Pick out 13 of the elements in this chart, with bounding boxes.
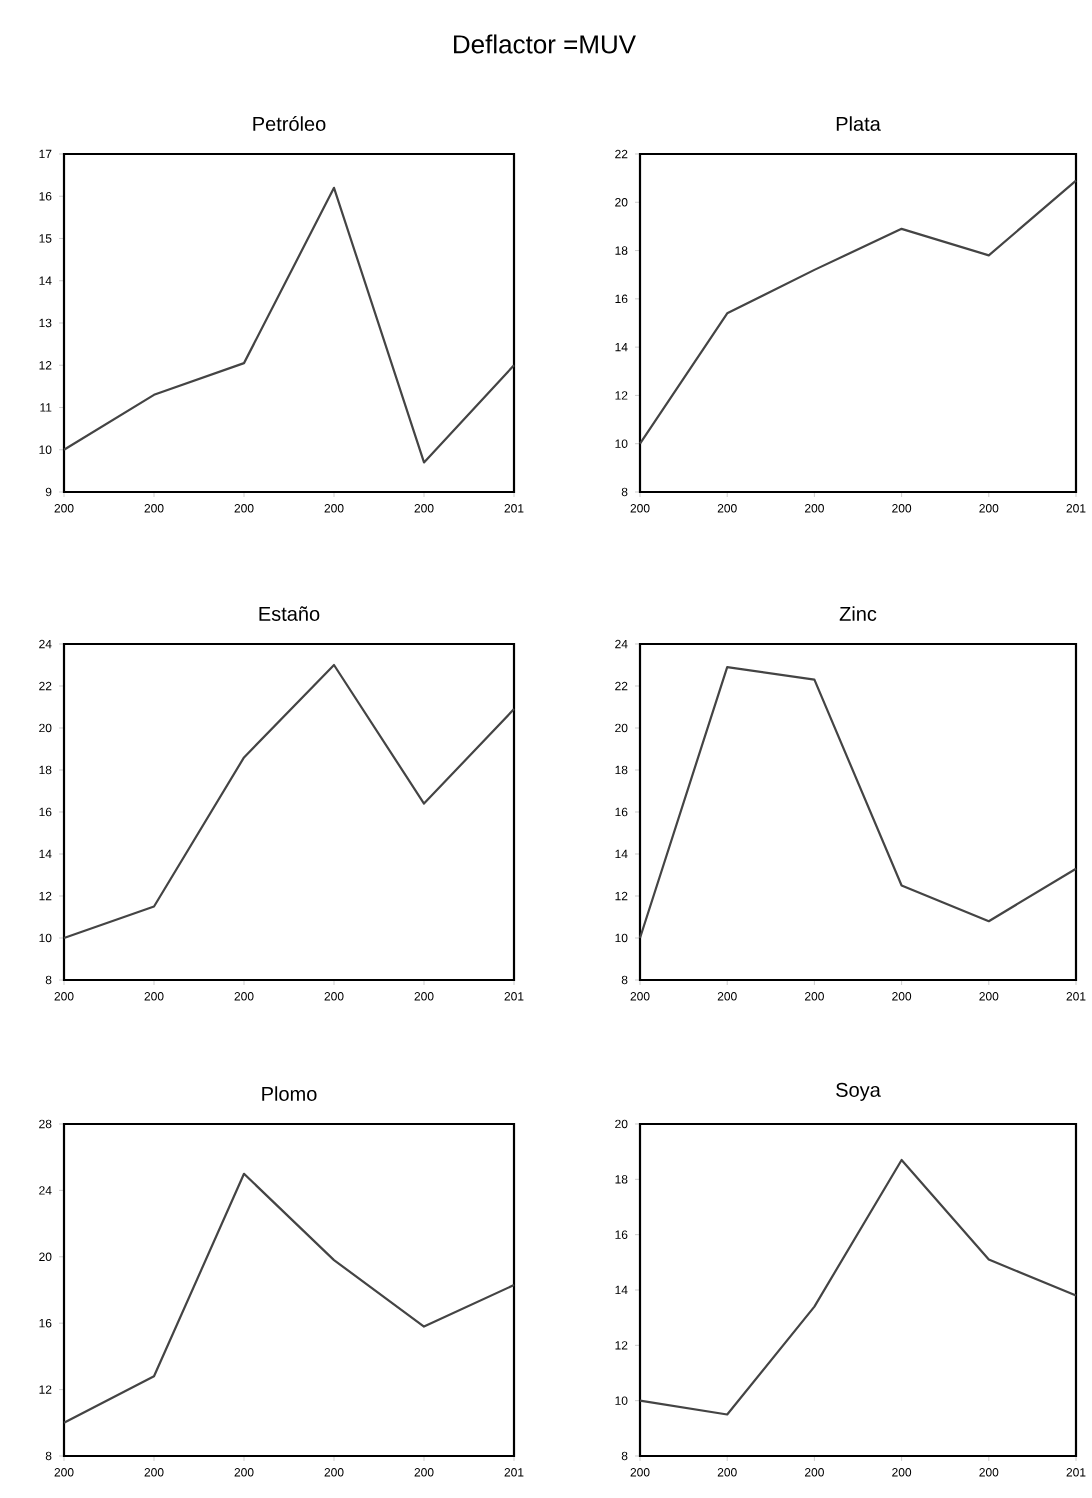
line-series xyxy=(638,1158,1077,1416)
line-series xyxy=(638,665,1077,940)
chart-title: Zinc xyxy=(839,606,877,621)
chart-title: Estaño xyxy=(259,606,319,621)
line-series xyxy=(62,186,515,464)
chart-title: Plata xyxy=(836,116,881,131)
text: Deflactor =MUV xyxy=(453,34,636,54)
chart-title: Petróleo xyxy=(253,115,326,131)
line-series xyxy=(62,1172,515,1424)
line-series xyxy=(62,663,515,940)
chart-title: Soya xyxy=(835,1082,881,1101)
line-series xyxy=(638,179,1077,445)
chart-title: Plomo xyxy=(261,1086,317,1101)
